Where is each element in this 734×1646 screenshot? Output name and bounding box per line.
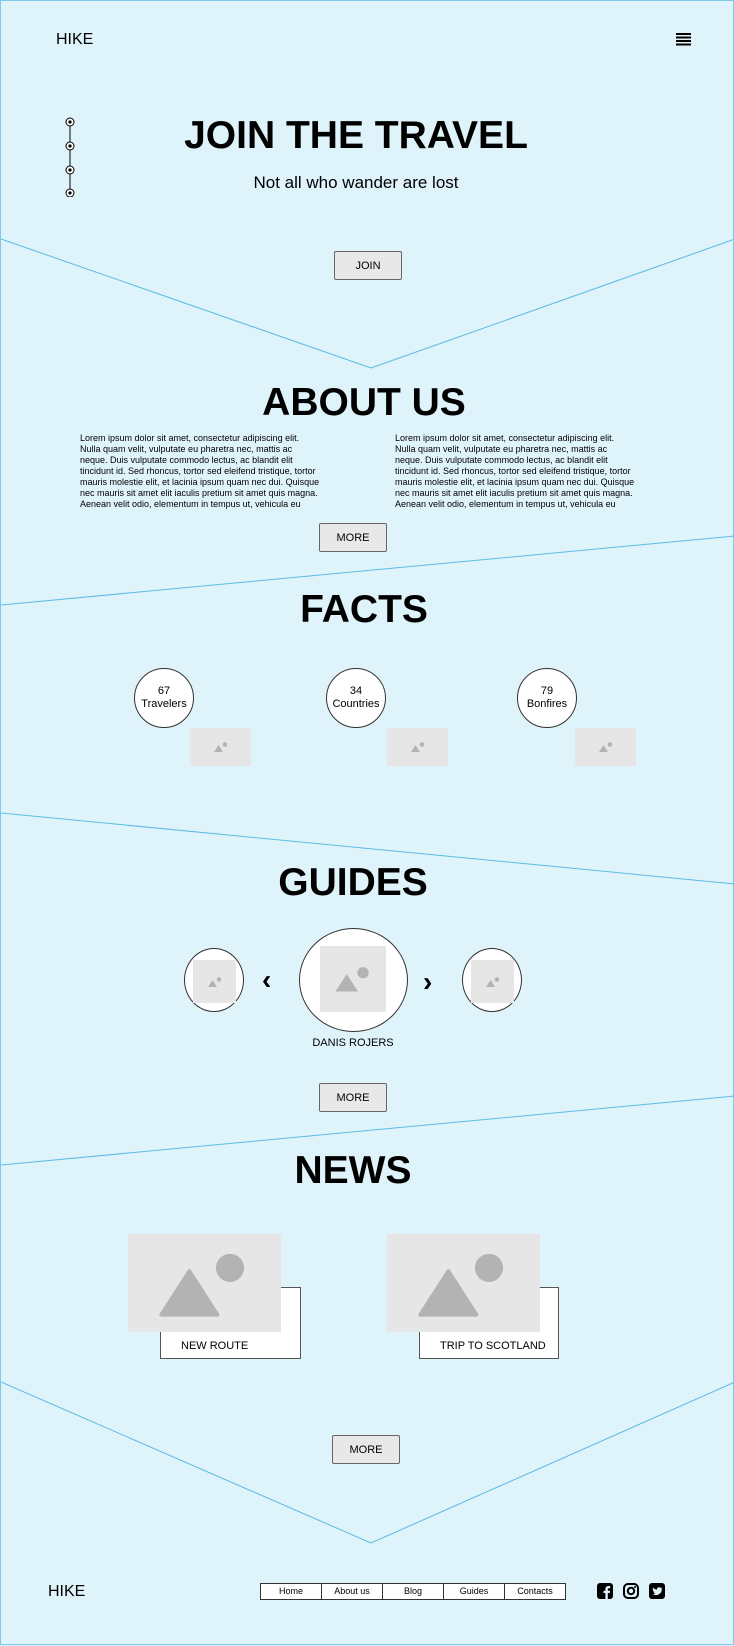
footer-nav: Home About us Blog Guides Contacts [260, 1583, 566, 1600]
fact-label: Countries [332, 698, 380, 710]
image-placeholder-icon [207, 976, 221, 987]
image-placeholder-icon [417, 1253, 503, 1317]
guide-avatar-next[interactable] [462, 948, 522, 1012]
guide-name: DANIS ROJERS [312, 1037, 394, 1049]
about-text-left: Lorem ipsum dolor sit amet, consectetur … [80, 433, 320, 509]
fact-label: Travelers [141, 698, 187, 710]
about-more-button[interactable]: MORE [319, 523, 387, 552]
news-more-button[interactable]: MORE [332, 1435, 400, 1464]
news-card-title: TRIP TO SCOTLAND [440, 1340, 546, 1352]
header-logo[interactable]: HIKE [56, 31, 94, 48]
join-button[interactable]: JOIN [334, 251, 402, 280]
footer-nav-home[interactable]: Home [261, 1584, 322, 1599]
news-title: NEWS [294, 1149, 412, 1192]
fact-value: 34 [349, 685, 363, 697]
about-text-right: Lorem ipsum dolor sit amet, consectetur … [395, 433, 635, 509]
guides-next-arrow[interactable]: › [423, 966, 433, 997]
hero-subtitle: Not all who wander are lost [253, 173, 459, 192]
avatar-placeholder [193, 960, 236, 1003]
guides-title: GUIDES [278, 861, 428, 904]
guide-avatar-current [299, 928, 408, 1032]
fact-image-placeholder [575, 728, 636, 766]
fact-label: Bonfires [526, 698, 568, 710]
fact-image-placeholder [190, 728, 251, 766]
footer-nav-contacts[interactable]: Contacts [517, 1586, 553, 1596]
fact-bonfires: 79 Bonfires [517, 668, 577, 728]
avatar-placeholder [471, 960, 514, 1003]
news-card-title: NEW ROUTE [181, 1340, 249, 1352]
fact-image-placeholder [387, 728, 448, 766]
about-title: ABOUT US [262, 381, 466, 424]
image-placeholder-icon [335, 967, 369, 992]
facebook-icon[interactable] [597, 1583, 613, 1599]
facts-title: FACTS [300, 588, 428, 631]
news-image-placeholder[interactable] [387, 1234, 540, 1332]
fact-travelers: 67 Travelers [134, 668, 194, 728]
section-dots-nav[interactable] [64, 117, 76, 198]
image-placeholder-icon [485, 976, 499, 987]
avatar-placeholder [320, 946, 386, 1012]
guide-avatar-prev[interactable] [184, 948, 244, 1012]
instagram-icon[interactable] [623, 1583, 639, 1599]
twitter-icon[interactable] [649, 1583, 665, 1599]
hamburger-menu-icon[interactable] [676, 32, 691, 46]
footer-logo[interactable]: HIKE [48, 1583, 86, 1600]
image-placeholder-icon [158, 1253, 244, 1317]
image-placeholder-icon [598, 742, 612, 752]
guides-prev-arrow[interactable]: ‹ [262, 964, 272, 995]
footer-nav-blog[interactable]: Blog [383, 1584, 444, 1599]
hero-title: JOIN THE TRAVEL [184, 114, 528, 157]
fact-value: 67 [157, 685, 171, 697]
footer-nav-about[interactable]: About us [322, 1584, 383, 1599]
footer-nav-guides[interactable]: Guides [444, 1584, 505, 1599]
fact-value: 79 [540, 685, 554, 697]
image-placeholder-icon [213, 742, 227, 752]
guides-more-button[interactable]: MORE [319, 1083, 387, 1112]
fact-countries: 34 Countries [326, 668, 386, 728]
image-placeholder-icon [410, 742, 424, 752]
news-image-placeholder[interactable] [128, 1234, 281, 1332]
